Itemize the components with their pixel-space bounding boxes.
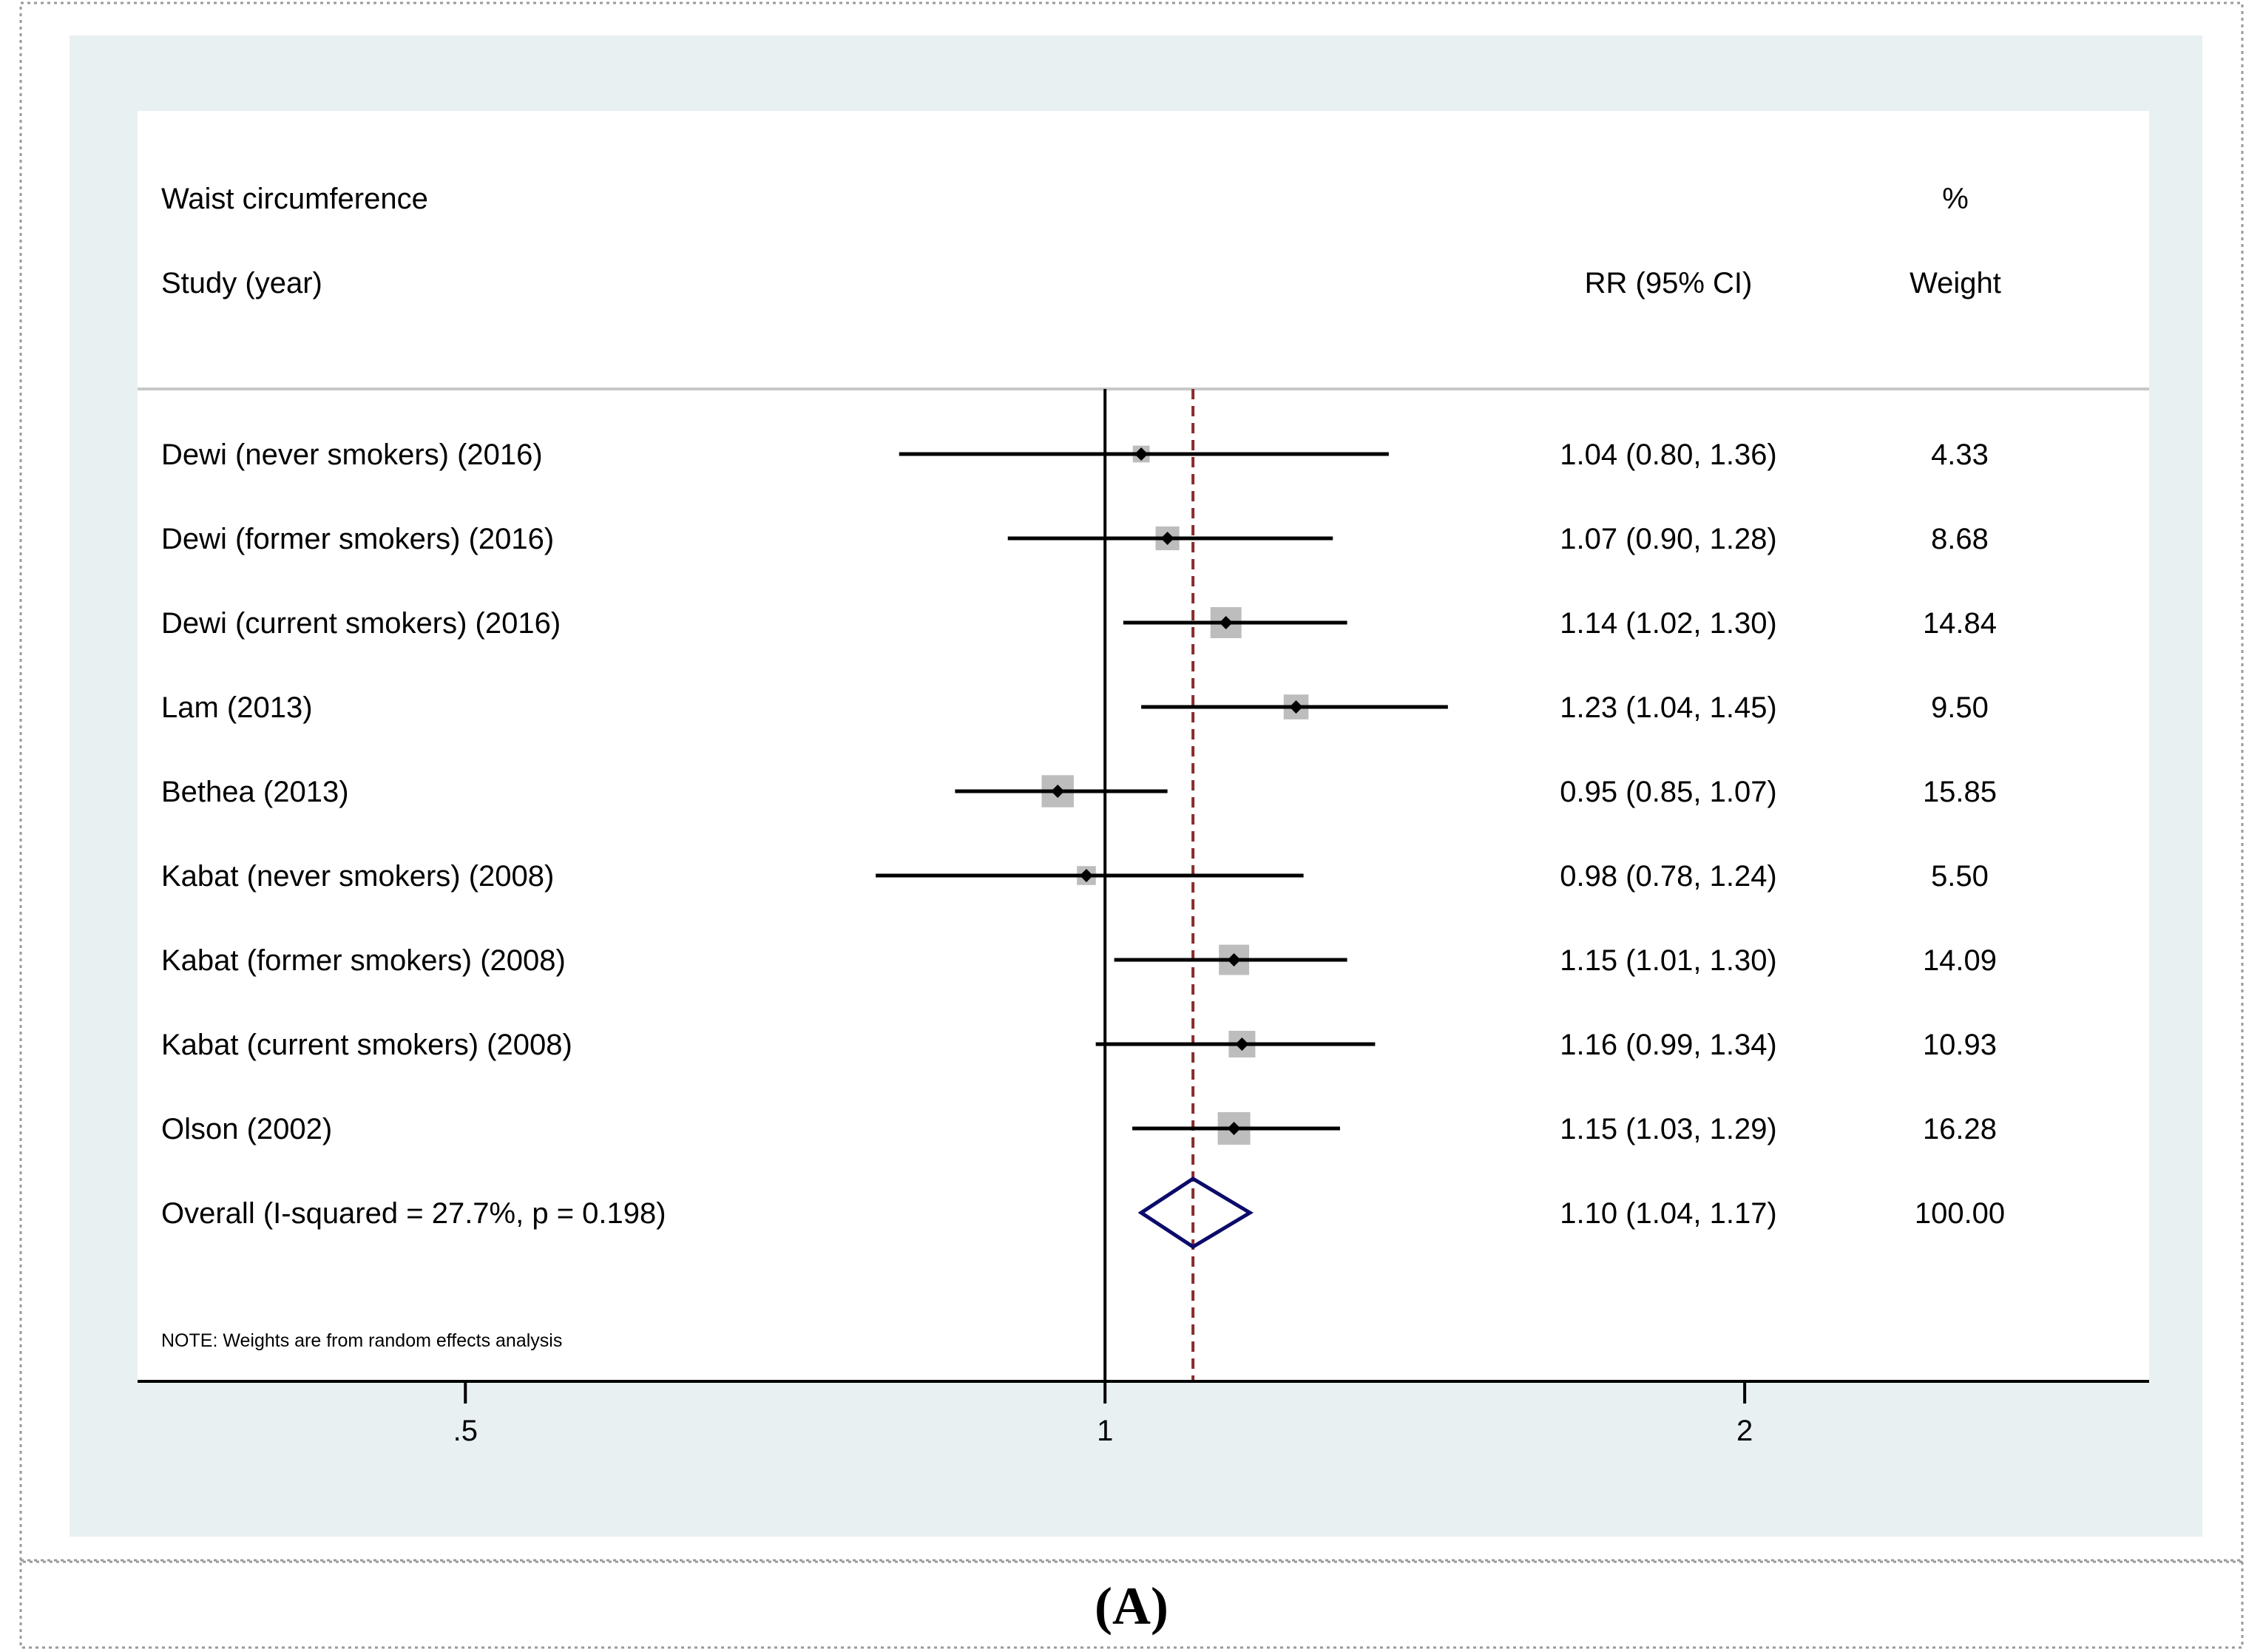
study-row: Dewi (current smokers) (2016) 1.14 (1.02,… [161,606,1997,640]
overall-diamond [1137,1177,1254,1249]
x-tick-label: .5 [453,1415,478,1447]
overall-weight-text: 100.00 [1915,1197,2005,1230]
study-point-estimate [1134,447,1149,461]
rr-column-header: RR (95% CI) [1585,267,1753,299]
study-point-estimate [1289,700,1303,714]
footnote: NOTE: Weights are from random effects an… [161,1330,562,1351]
study-point-estimate [1160,532,1174,545]
x-tick-label: 1 [1097,1415,1113,1447]
study-ci-text: 0.98 (0.78, 1.24) [1560,860,1777,893]
study-label: Kabat (former smokers) (2008) [161,944,566,977]
study-weight-text: 10.93 [1923,1029,1997,1061]
figure-caption: (A) [1095,1577,1168,1636]
study-point-estimate [1235,1037,1249,1051]
study-label: Kabat (current smokers) (2008) [161,1029,572,1061]
study-label: Dewi (former smokers) (2016) [161,523,554,555]
study-row: Kabat (never smokers) (2008) 0.98 (0.78, … [161,860,1989,893]
study-ci-text: 1.14 (1.02, 1.30) [1560,607,1777,640]
study-column-header: Study (year) [161,267,322,299]
plot-area [138,111,2149,1381]
study-weight-text: 4.33 [1931,439,1989,471]
study-row: Bethea (2013) 0.95 (0.85, 1.07) 15.85 [161,775,1997,808]
weight-column-header: Weight [1909,267,2001,299]
weight-percent-header: % [1942,183,1969,215]
study-weight-text: 16.28 [1923,1113,1997,1145]
study-ci-text: 1.16 (0.99, 1.34) [1560,1029,1777,1061]
study-ci-text: 1.07 (0.90, 1.28) [1560,523,1777,555]
study-weight-text: 15.85 [1923,776,1997,808]
study-row: Olson (2002) 1.15 (1.03, 1.29) 16.28 [161,1112,1997,1145]
study-row: Dewi (never smokers) (2016) 1.04 (0.80, 1… [161,439,1989,471]
study-ci-text: 1.15 (1.03, 1.29) [1560,1113,1777,1145]
x-tick-label: 2 [1736,1415,1753,1447]
study-point-estimate [1051,785,1065,798]
overall-label: Overall (I-squared = 27.7%, p = 0.198) [161,1197,666,1230]
study-label: Dewi (never smokers) (2016) [161,439,543,471]
study-point-estimate [1227,1122,1241,1135]
study-ci-text: 0.95 (0.85, 1.07) [1560,776,1777,808]
study-weight-text: 9.50 [1931,691,1989,724]
caption-frame [19,1559,2244,1649]
study-row: Dewi (former smokers) (2016) 1.07 (0.90, … [161,523,1989,555]
study-row: Kabat (current smokers) (2008) 1.16 (0.99… [161,1029,1997,1061]
study-ci-text: 1.15 (1.01, 1.30) [1560,944,1777,977]
subgroup-title: Waist circumference [161,183,428,215]
study-ci-text: 1.23 (1.04, 1.45) [1560,691,1777,724]
study-label: Dewi (current smokers) (2016) [161,607,561,640]
study-point-estimate [1227,953,1241,967]
study-weight-text: 14.84 [1923,607,1997,640]
overall-ci-text: 1.10 (1.04, 1.17) [1560,1197,1777,1230]
x-axis: .5 1 2 [453,1381,1753,1447]
overall-row: Overall (I-squared = 27.7%, p = 0.198) 1.… [161,1177,2005,1249]
study-point-estimate [1080,869,1094,882]
study-point-estimate [1219,616,1233,629]
study-weight-text: 5.50 [1931,860,1989,893]
study-weight-text: 14.09 [1923,944,1997,977]
study-rows: Dewi (never smokers) (2016) 1.04 (0.80, 1… [161,389,2005,1381]
study-ci-text: 1.04 (0.80, 1.36) [1560,439,1777,471]
study-row: Lam (2013) 1.23 (1.04, 1.45) 9.50 [161,691,1989,724]
study-label: Kabat (never smokers) (2008) [161,860,554,893]
study-label: Bethea (2013) [161,776,349,808]
study-label: Lam (2013) [161,691,313,724]
study-row: Kabat (former smokers) (2008) 1.15 (1.01,… [161,944,1997,977]
study-label: Olson (2002) [161,1113,332,1145]
study-weight-text: 8.68 [1931,523,1989,555]
